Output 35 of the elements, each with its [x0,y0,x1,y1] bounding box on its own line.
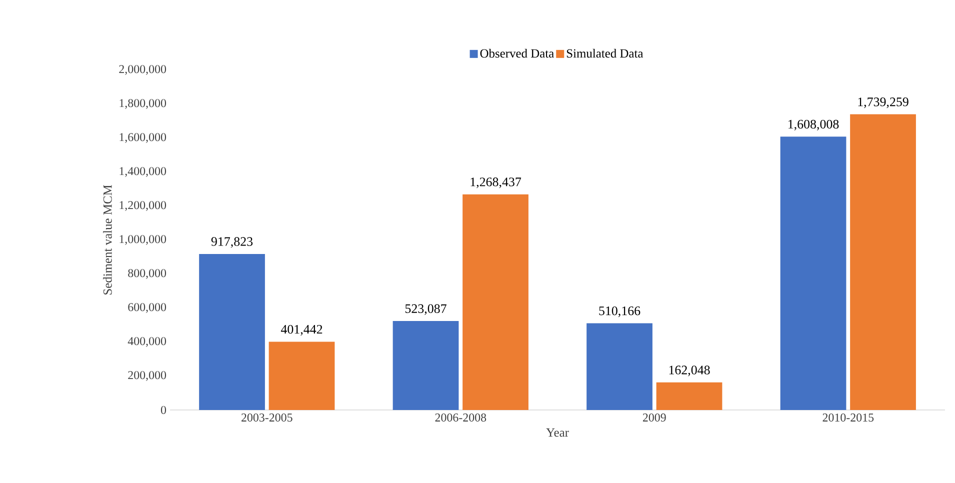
y-tick-label: 200,000 [128,371,166,381]
data-label: 1,739,259 [858,98,908,108]
data-label: 523,087 [405,304,446,315]
x-tick-label: 2009 [642,414,666,422]
data-label: 510,166 [599,306,640,318]
bar [850,114,916,410]
y-tick-label: 1,800,000 [120,99,166,109]
y-tick-label: 1,000,000 [120,235,166,245]
data-label: 401,442 [280,324,322,336]
y-tick-label: 600,000 [128,303,166,313]
bar [268,342,335,410]
data-label: 162,048 [669,366,710,376]
y-tick-label: 1,600,000 [120,133,166,143]
y-tick-label: 1,200,000 [120,201,166,211]
data-label: 1,608,008 [788,120,839,130]
data-label: 1,268,437 [470,178,522,188]
x-axis-title: Year [546,428,569,437]
legend-label: Simulated Data [566,48,644,58]
data-label: 917,823 [211,237,253,248]
y-tick-label: 1,400,000 [120,167,166,177]
bar [392,321,459,410]
y-tick-label: 0 [160,406,166,414]
x-tick-label: 2003-2005 [242,414,292,422]
bar [199,254,265,410]
legend-label: Observed Data [480,48,554,58]
y-tick-label: 400,000 [128,337,166,347]
bar [586,323,652,410]
y-tick-label: 2,000,000 [119,65,166,75]
bar [462,194,528,410]
bar [656,382,722,410]
x-tick-label: 2010-2015 [822,414,874,422]
y-tick-label: 800,000 [128,269,166,279]
bar [780,136,846,410]
y-axis-title: Sediment value MCM [103,185,112,294]
x-tick-label: 2006-2008 [435,414,486,422]
